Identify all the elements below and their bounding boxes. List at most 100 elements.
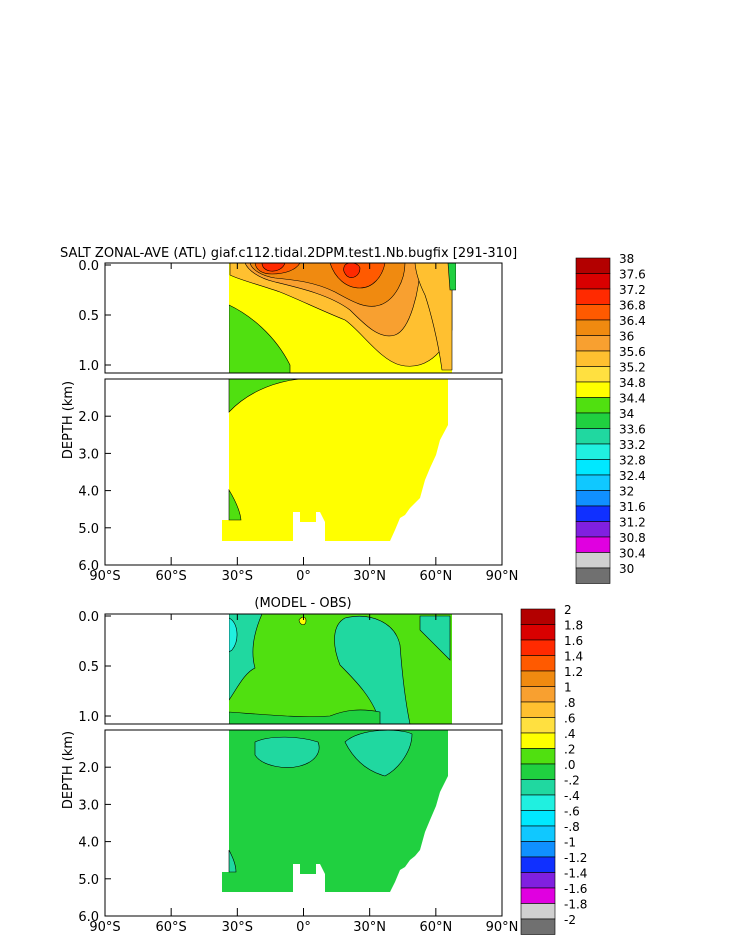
colorbar-swatch bbox=[575, 412, 611, 429]
colorbar-label: 35.6 bbox=[619, 345, 646, 359]
colorbar-label: -1.2 bbox=[564, 851, 587, 865]
diff-colorbar: 21.81.61.41.21.8.6.4.2.0-.2-.4-.6-.8-1-1… bbox=[520, 603, 587, 935]
colorbar-label: 34.8 bbox=[619, 376, 646, 390]
colorbar-label: 31.6 bbox=[619, 500, 646, 514]
colorbar-label: 32.4 bbox=[619, 469, 646, 483]
colorbar-swatch bbox=[520, 624, 556, 641]
diff-panel: (MODEL - OBS) DEPTH (km) 0.00.51.02.03.0… bbox=[61, 596, 587, 935]
colorbar-label: 33.2 bbox=[619, 438, 646, 452]
x-tick-label: 30°S bbox=[222, 569, 253, 584]
diff-x-ticks: 90°S 60°S 30°S 0° 30°N 60°N 90°N bbox=[89, 614, 518, 935]
x-tick-label: 90°N bbox=[486, 920, 519, 935]
colorbar-swatch bbox=[575, 381, 611, 398]
y-tick-label: 1.0 bbox=[78, 359, 99, 374]
y-tick-label: 0.0 bbox=[78, 259, 99, 274]
colorbar-label: .0 bbox=[564, 758, 575, 772]
diff-lower-neg-west bbox=[254, 736, 320, 768]
colorbar-label: -2 bbox=[564, 913, 576, 927]
y-tick-label: 2.0 bbox=[78, 410, 99, 425]
colorbar-label: -.4 bbox=[564, 789, 580, 803]
diff-land-south-lower bbox=[105, 730, 222, 916]
diff-land-south-upper bbox=[105, 614, 229, 724]
colorbar-swatch bbox=[575, 319, 611, 336]
salt-field-north bbox=[414, 263, 453, 371]
y-tick-label: 6.0 bbox=[78, 910, 99, 925]
colorbar-swatch bbox=[520, 810, 556, 827]
colorbar-swatch bbox=[520, 717, 556, 734]
colorbar-label: 1 bbox=[564, 681, 572, 695]
colorbar-swatch bbox=[520, 856, 556, 873]
colorbar-label: 1.2 bbox=[564, 665, 583, 679]
colorbar-swatch bbox=[520, 887, 556, 904]
y-tick-label: 5.0 bbox=[78, 873, 99, 888]
colorbar-label: 2 bbox=[564, 603, 572, 617]
x-tick-label: 0° bbox=[296, 920, 311, 935]
colorbar-label: 35.2 bbox=[619, 361, 646, 375]
colorbar-swatch bbox=[520, 763, 556, 780]
colorbar-label: 30.8 bbox=[619, 531, 646, 545]
colorbar-swatch bbox=[575, 366, 611, 383]
diff-upper-field bbox=[105, 614, 502, 724]
colorbar-label: 32 bbox=[619, 485, 634, 499]
x-tick-label: 0° bbox=[296, 569, 311, 584]
y-tick-label: 0.0 bbox=[78, 610, 99, 625]
colorbar-swatch bbox=[520, 918, 556, 935]
colorbar-swatch bbox=[520, 732, 556, 749]
colorbar-label: 30 bbox=[619, 562, 634, 576]
x-tick-label: 30°N bbox=[353, 920, 386, 935]
colorbar-swatch bbox=[575, 567, 611, 584]
colorbar-swatch bbox=[520, 903, 556, 920]
colorbar-label: 32.8 bbox=[619, 454, 646, 468]
salt-field-south-fresh bbox=[228, 304, 291, 373]
colorbar-label: 31.2 bbox=[619, 516, 646, 530]
colorbar-label: 34.4 bbox=[619, 392, 646, 406]
diff-upper-warm-spot bbox=[298, 616, 307, 625]
colorbar-label: -1.6 bbox=[564, 882, 587, 896]
colorbar-swatch bbox=[520, 608, 556, 625]
colorbar-swatch bbox=[575, 490, 611, 507]
diff-lower-neg-east bbox=[344, 730, 413, 777]
salt-land-north-upper bbox=[456, 263, 502, 373]
colorbar-swatch bbox=[575, 288, 611, 305]
colorbar-swatch bbox=[575, 552, 611, 569]
colorbar-label: -1.4 bbox=[564, 867, 587, 881]
diff-y-ticks: 0.0 0.5 1.0 2.0 3.0 4.0 5.0 6.0 bbox=[78, 610, 111, 925]
diff-panel-title: (MODEL - OBS) bbox=[254, 596, 351, 611]
x-tick-label: 30°N bbox=[353, 569, 386, 584]
colorbar-label: -.8 bbox=[564, 820, 580, 834]
colorbar-swatch bbox=[520, 872, 556, 889]
x-tick-label: 90°S bbox=[89, 920, 120, 935]
colorbar-swatch bbox=[520, 825, 556, 842]
x-tick-label: 60°N bbox=[419, 569, 452, 584]
diff-upper-pos-bottom bbox=[228, 709, 381, 724]
x-tick-label: 60°S bbox=[156, 920, 187, 935]
colorbar-swatch bbox=[520, 701, 556, 718]
x-tick-label: 60°N bbox=[419, 920, 452, 935]
colorbar-swatch bbox=[575, 304, 611, 321]
colorbar-label: -1.8 bbox=[564, 898, 587, 912]
colorbar-label: 33.6 bbox=[619, 423, 646, 437]
x-tick-label: 60°S bbox=[156, 569, 187, 584]
y-tick-label: 5.0 bbox=[78, 522, 99, 537]
colorbar-swatch bbox=[575, 335, 611, 352]
diff-upper-neg-north bbox=[419, 615, 451, 661]
colorbar-swatch bbox=[520, 794, 556, 811]
colorbar-swatch bbox=[575, 443, 611, 460]
x-tick-label: 90°N bbox=[486, 569, 519, 584]
colorbar-swatch bbox=[575, 521, 611, 538]
y-tick-label: 4.0 bbox=[78, 836, 99, 851]
salt-lower-field bbox=[105, 379, 448, 565]
salt-land-south-lower bbox=[105, 379, 222, 565]
x-tick-label: 30°S bbox=[222, 920, 253, 935]
colorbar-swatch bbox=[575, 459, 611, 476]
colorbar-label: 37.2 bbox=[619, 283, 646, 297]
y-tick-label: 3.0 bbox=[78, 798, 99, 813]
y-tick-label: 6.0 bbox=[78, 559, 99, 574]
colorbar-swatch bbox=[575, 273, 611, 290]
colorbar-label: -.6 bbox=[564, 805, 580, 819]
y-tick-label: 4.0 bbox=[78, 485, 99, 500]
colorbar-label: 1.8 bbox=[564, 619, 583, 633]
colorbar-label: 1.6 bbox=[564, 634, 583, 648]
colorbar-label: -.2 bbox=[564, 774, 580, 788]
